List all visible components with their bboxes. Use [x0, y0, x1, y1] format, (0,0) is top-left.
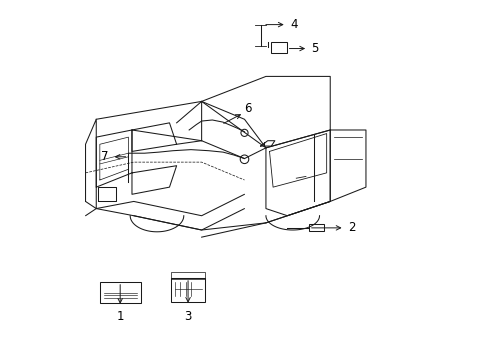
Text: 1: 1	[116, 310, 123, 323]
Text: 5: 5	[311, 42, 318, 55]
Text: 3: 3	[184, 310, 191, 323]
Text: 7: 7	[101, 150, 108, 163]
Text: 4: 4	[289, 18, 297, 31]
Text: 2: 2	[347, 221, 355, 234]
Text: 6: 6	[244, 102, 251, 115]
